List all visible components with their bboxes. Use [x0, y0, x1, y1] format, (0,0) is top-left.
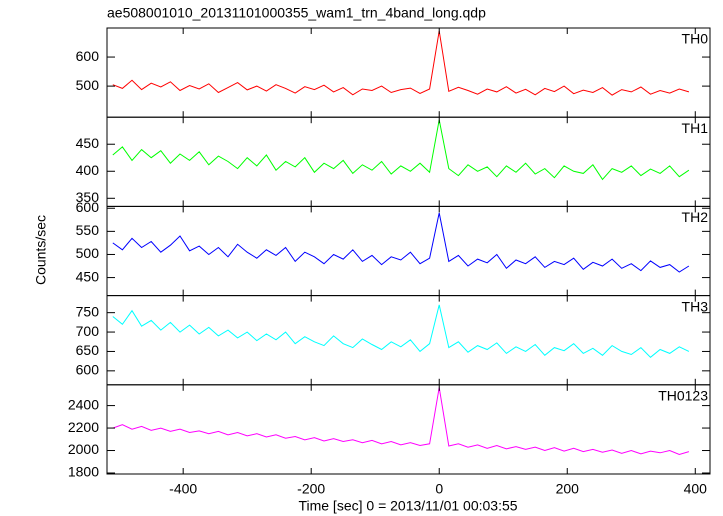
y-tick-label: 450 — [76, 135, 100, 151]
x-axis-label: Time [sec] 0 = 2013/11/01 00:03:55 — [298, 498, 517, 514]
panel-frame — [106, 27, 711, 118]
panel-label: TH3 — [682, 298, 709, 314]
y-tick-label: 1800 — [68, 464, 99, 480]
x-tick-label: 200 — [556, 481, 580, 497]
y-tick-label: 400 — [76, 162, 100, 178]
panel-label: TH0123 — [658, 388, 708, 404]
panel-frame — [106, 116, 711, 207]
y-tick-label: 700 — [76, 323, 100, 339]
y-tick-label: 350 — [76, 189, 100, 205]
y-tick-label: 600 — [76, 48, 100, 64]
series-line — [112, 212, 690, 273]
y-tick-label: 600 — [76, 362, 100, 378]
series-line — [112, 304, 690, 358]
series-line — [112, 119, 690, 181]
panel-frame — [106, 295, 711, 386]
panel-label: TH1 — [682, 120, 709, 136]
x-tick-label: 0 — [435, 481, 443, 497]
panel-frame — [106, 205, 711, 297]
y-tick-label: 500 — [76, 245, 100, 261]
y-tick-label: 500 — [76, 77, 100, 93]
chart-title: ae508001010_20131101000355_wam1_trn_4ban… — [107, 5, 486, 21]
x-tick-label: -400 — [169, 481, 197, 497]
y-tick-label: 550 — [76, 222, 100, 238]
y-tick-label: 600 — [76, 199, 100, 215]
y-tick-label: 450 — [76, 268, 100, 284]
y-tick-label: 2200 — [68, 419, 99, 435]
y-tick-label: 750 — [76, 303, 100, 319]
series-line — [112, 30, 690, 96]
x-tick-label: 400 — [684, 481, 708, 497]
panel-label: TH0 — [682, 31, 709, 47]
x-tick-label: -200 — [297, 481, 325, 497]
y-tick-label: 2000 — [68, 441, 99, 457]
y-tick-label: 650 — [76, 342, 100, 358]
y-tick-label: 2400 — [68, 396, 99, 412]
panel-frame — [106, 384, 711, 475]
panel-label: TH2 — [682, 209, 709, 225]
y-axis-label: Counts/sec — [33, 215, 49, 285]
series-line — [112, 387, 690, 456]
